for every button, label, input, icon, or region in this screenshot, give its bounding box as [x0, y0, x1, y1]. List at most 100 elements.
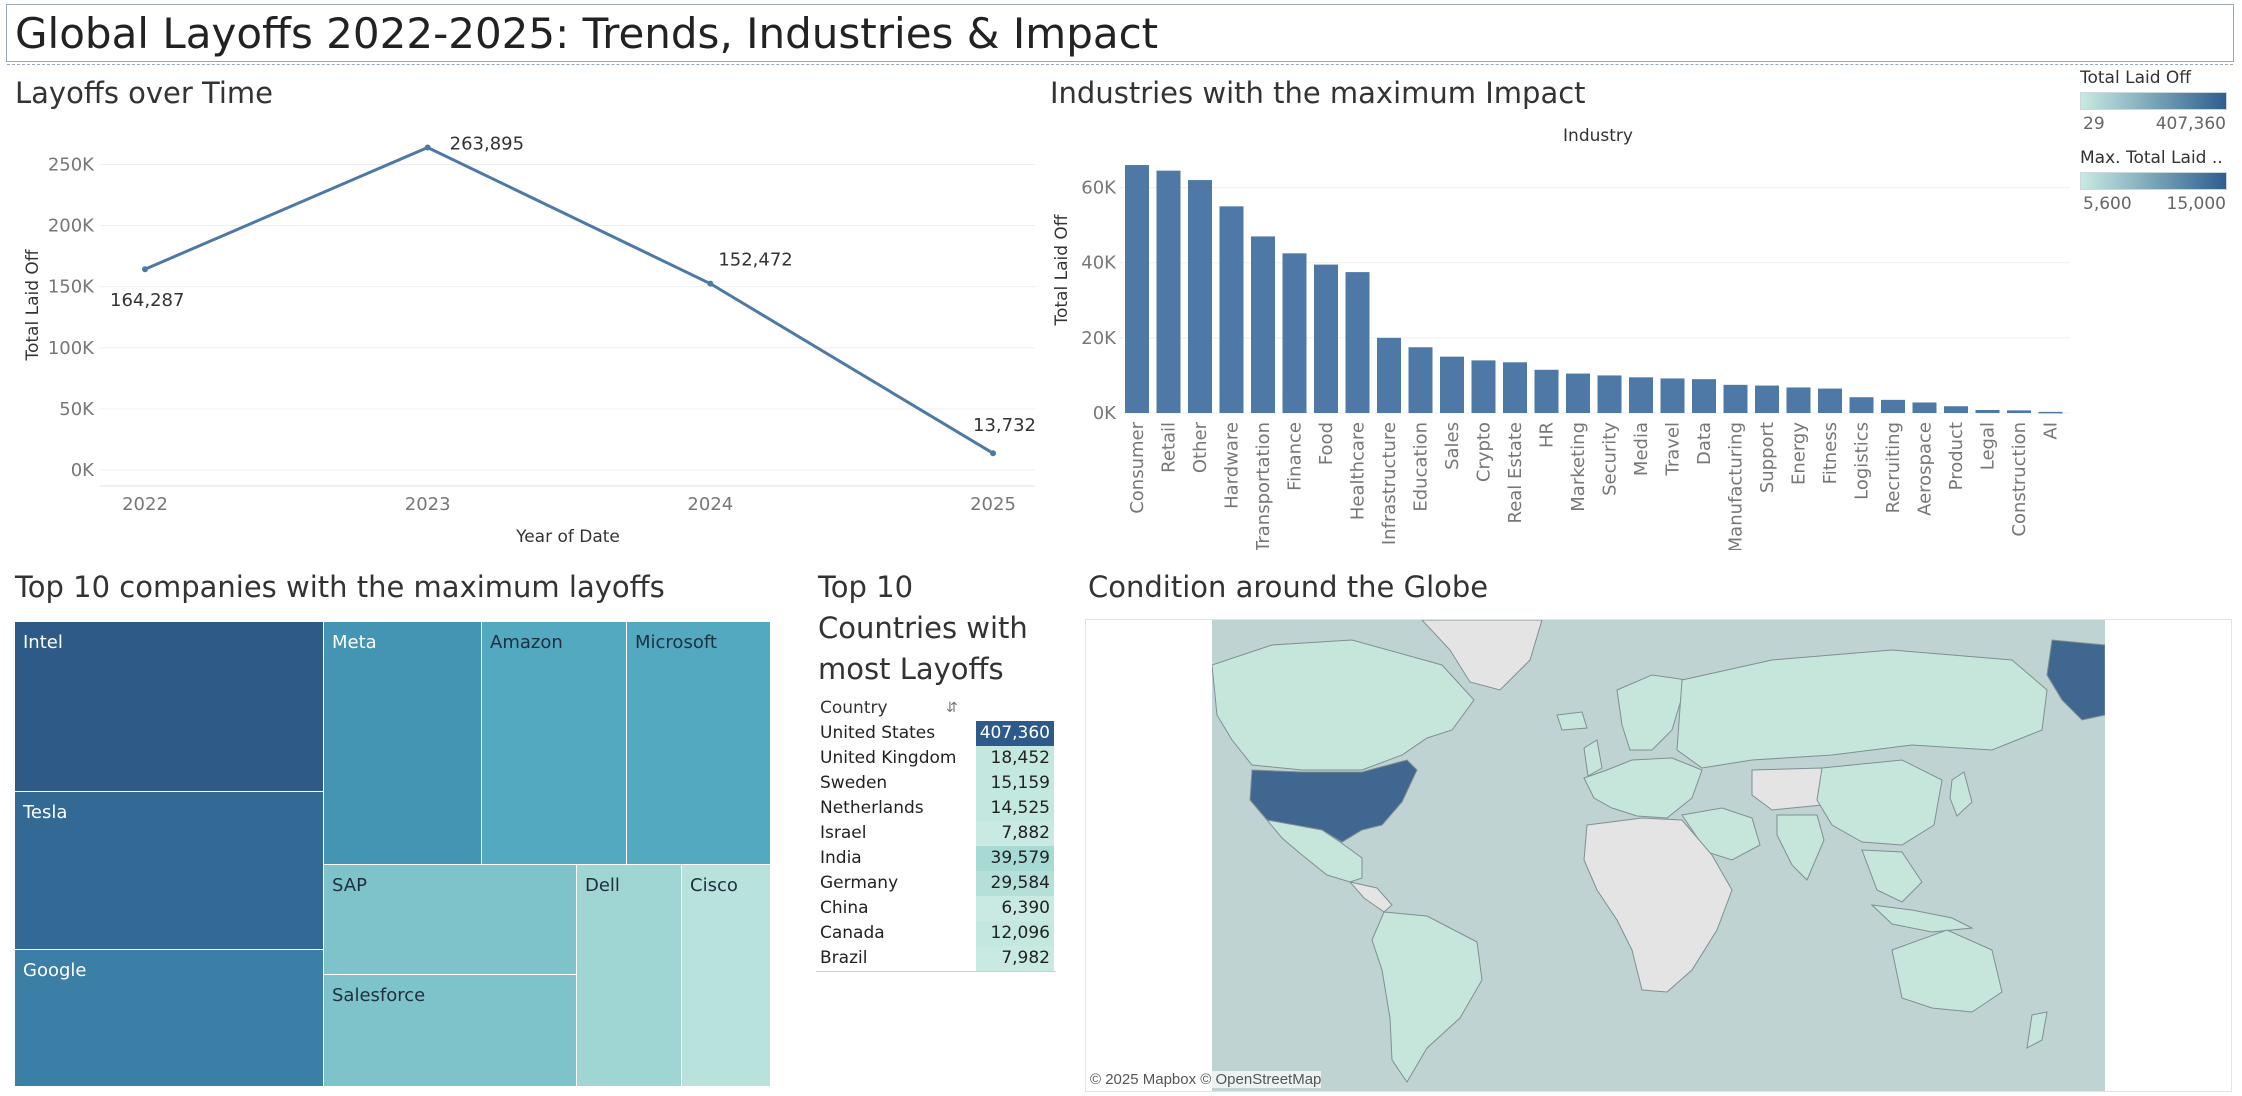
- map-region-india[interactable]: [1776, 814, 1825, 881]
- bar-x-tick: Transportation: [1253, 422, 1274, 550]
- map-region-europe[interactable]: [1583, 757, 1703, 819]
- country-row[interactable]: Netherlands 14,525: [816, 796, 1056, 821]
- country-value: 12,096: [976, 921, 1054, 946]
- map-region-iceland[interactable]: [1556, 711, 1588, 731]
- bar[interactable]: [1377, 337, 1401, 413]
- bar-chart-title: Industries with the maximum Impact: [1050, 76, 1586, 110]
- country-row[interactable]: United States 407,360: [816, 721, 1056, 746]
- bar[interactable]: [1440, 356, 1464, 413]
- bar[interactable]: [1660, 378, 1685, 413]
- country-row[interactable]: Sweden 15,159: [816, 771, 1056, 796]
- map-region-japan[interactable]: [1949, 771, 1973, 817]
- bar[interactable]: [1975, 409, 2000, 413]
- map-region-indonesia[interactable]: [1870, 904, 1974, 933]
- legend-total-title: Total Laid Off: [2080, 68, 2192, 88]
- map-region-new-zealand[interactable]: [2026, 1011, 2048, 1049]
- bar[interactable]: [1282, 253, 1307, 413]
- line-point[interactable]: [990, 450, 996, 457]
- bar-x-tick: Energy: [1789, 422, 1810, 485]
- treemap-cell[interactable]: Tesla: [15, 792, 324, 950]
- bar[interactable]: [1314, 264, 1338, 413]
- map-region-alaska[interactable]: [2046, 639, 2105, 721]
- bar-x-tick: Legal: [1978, 422, 1999, 470]
- layoffs-over-time-chart[interactable]: 0K 50K 100K 150K 200K 250K 2022 2023 2024 2025 Yea…: [0, 110, 1040, 550]
- treemap-cell[interactable]: Dell: [577, 865, 682, 1087]
- map-region-africa[interactable]: [1583, 817, 1733, 993]
- map-region-southeast-asia[interactable]: [1861, 849, 1923, 903]
- bar[interactable]: [1503, 362, 1527, 413]
- line-point[interactable]: [424, 144, 431, 151]
- countries-header: Country: [820, 698, 888, 718]
- map-region-australia[interactable]: [1891, 929, 2003, 1013]
- bar[interactable]: [1755, 385, 1779, 413]
- bar[interactable]: [1408, 347, 1433, 413]
- treemap-cell[interactable]: Meta: [324, 622, 482, 865]
- map-region-greenland[interactable]: [1421, 620, 1543, 691]
- line-y-tick: 0K: [71, 460, 95, 481]
- bar[interactable]: [1944, 406, 1968, 413]
- legend-total-gradient: [2080, 92, 2227, 110]
- bar[interactable]: [1692, 379, 1716, 413]
- bar[interactable]: [1188, 180, 1212, 413]
- bar[interactable]: [1786, 387, 1811, 413]
- map-region-russia[interactable]: [1676, 649, 2048, 769]
- country-row[interactable]: United Kingdom 18,452: [816, 746, 1056, 771]
- treemap-cell[interactable]: Intel: [15, 622, 324, 792]
- bar-y-tick: 60K: [1081, 178, 1117, 199]
- map-region-central-america[interactable]: [1348, 881, 1393, 913]
- industries-impact-chart[interactable]: Industry 0K 20K 40K 60K Total Laid Off Consume…: [1040, 110, 2080, 550]
- country-row[interactable]: Brazil 7,982: [816, 946, 1056, 971]
- line-series[interactable]: [144, 145, 994, 455]
- bar[interactable]: [1849, 397, 1874, 413]
- treemap-cell[interactable]: SAP: [324, 865, 577, 975]
- bar-x-tick: Finance: [1285, 422, 1306, 491]
- world-map[interactable]: [1212, 620, 2105, 1091]
- country-row[interactable]: Germany 29,584: [816, 871, 1056, 896]
- bar[interactable]: [2007, 410, 2031, 413]
- bar[interactable]: [1251, 236, 1275, 413]
- line-point[interactable]: [142, 266, 148, 273]
- map-region-china[interactable]: [1816, 759, 1943, 846]
- treemap-cell[interactable]: Microsoft: [627, 622, 771, 865]
- bar[interactable]: [2038, 411, 2063, 414]
- line-x-tick: 2024: [687, 494, 733, 515]
- bar-y-tick: 20K: [1081, 328, 1117, 349]
- map-region-mexico[interactable]: [1265, 819, 1363, 883]
- bar[interactable]: [1912, 402, 1937, 413]
- bar[interactable]: [1125, 165, 1149, 413]
- bar[interactable]: [1219, 206, 1244, 413]
- bar[interactable]: [1818, 388, 1842, 413]
- treemap-cell[interactable]: Salesforce: [324, 975, 577, 1087]
- country-name: Sweden: [820, 773, 888, 793]
- treemap-cell[interactable]: Amazon: [482, 622, 627, 865]
- treemap-cell[interactable]: Google: [15, 950, 324, 1087]
- bar[interactable]: [1629, 377, 1653, 413]
- map-attribution[interactable]: © 2025 Mapbox © OpenStreetMap: [1090, 1071, 1322, 1088]
- line-y-tick: 250K: [48, 154, 95, 175]
- map-region-scandinavia[interactable]: [1616, 674, 1688, 751]
- bar[interactable]: [1881, 399, 1905, 413]
- treemap-cell[interactable]: Cisco: [682, 865, 771, 1087]
- country-value: 6,390: [976, 896, 1054, 921]
- bar-x-tick: Manufacturing: [1726, 422, 1747, 550]
- map-region-canada[interactable]: [1212, 639, 1475, 771]
- bar[interactable]: [1534, 369, 1559, 413]
- bar[interactable]: [1723, 384, 1748, 413]
- line-point[interactable]: [707, 280, 714, 287]
- bar[interactable]: [1156, 170, 1181, 413]
- country-name: Netherlands: [820, 798, 924, 818]
- bar[interactable]: [1597, 375, 1622, 413]
- map-region-united-kingdom[interactable]: [1583, 739, 1603, 777]
- map-region-south-america[interactable]: [1371, 911, 1483, 1083]
- country-row[interactable]: China 6,390: [816, 896, 1056, 921]
- bar[interactable]: [1471, 360, 1496, 413]
- sort-icon[interactable]: ⇵: [946, 700, 958, 716]
- bar-x-tick: HR: [1537, 422, 1558, 448]
- country-row[interactable]: Israel 7,882: [816, 821, 1056, 846]
- country-row[interactable]: Canada 12,096: [816, 921, 1056, 946]
- legend-total-min: 29: [2083, 114, 2105, 134]
- bar-x-tick: Product: [1946, 422, 1967, 490]
- bar[interactable]: [1566, 373, 1590, 413]
- bar[interactable]: [1345, 272, 1370, 413]
- country-row[interactable]: India 39,579: [816, 846, 1056, 871]
